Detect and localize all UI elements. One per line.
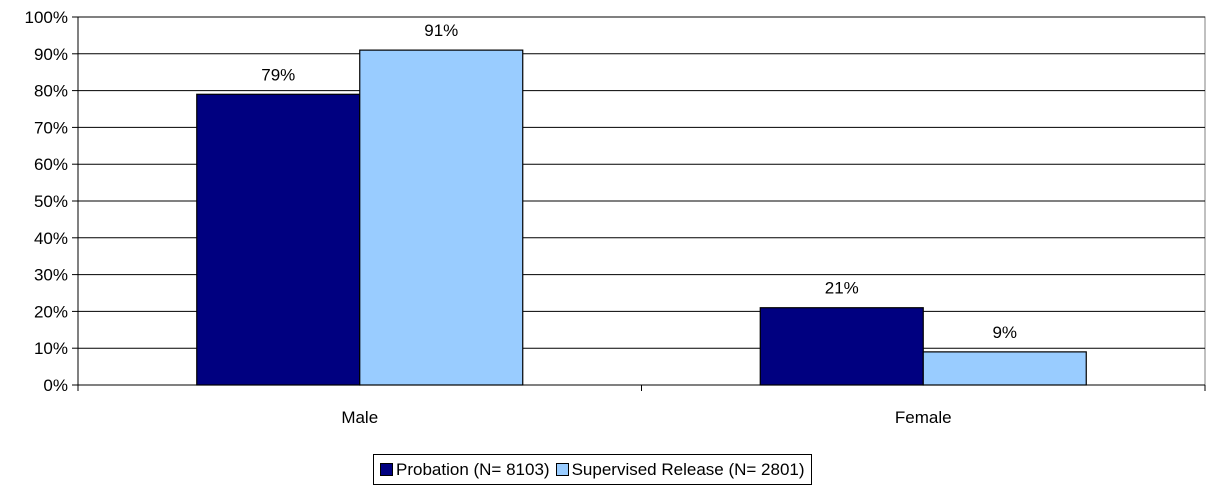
y-tick-label: 80% [34,82,68,101]
bars [196,49,1087,386]
legend-label-supervised-release: Supervised Release (N= 2801) [571,459,805,479]
legend-item-probation: Probation (N= 8103) [380,460,550,480]
y-tick-label: 0% [43,376,68,395]
bar-supervised-release-male [359,49,524,386]
legend: Probation (N= 8103) Supervised Release (… [373,454,812,485]
y-tick-label: 60% [34,155,68,174]
y-tick-label: 100% [25,8,68,27]
data-label: 79% [261,65,295,84]
data-label: 9% [992,323,1017,342]
y-tick-label: 70% [34,118,68,137]
y-tick-label: 10% [34,339,68,358]
data-label: 21% [825,279,859,298]
x-tick-label: Female [895,408,952,427]
legend-label-probation: Probation (N= 8103) [396,459,550,479]
bar-probation-female [759,307,924,386]
legend-swatch-probation [380,463,393,476]
y-tick-label: 30% [34,266,68,285]
x-tick-label: Male [341,408,378,427]
data-labels: 79% 91% 21% 9% [261,21,1017,342]
data-label: 91% [424,21,458,40]
bar-chart: 0% 10% 20% 30% 40% 50% 60% 70% 80% 90% 100% Male Fem… [25,8,1206,427]
bar-probation-male [196,93,361,386]
bar-supervised-release-female [922,351,1087,386]
legend-swatch-supervised-release [555,463,569,476]
y-tick-label: 40% [34,229,68,248]
legend-item-supervised-release: Supervised Release (N= 2801) [555,459,805,480]
y-tick-label: 90% [34,45,68,64]
axes: 0% 10% 20% 30% 40% 50% 60% 70% 80% 90% 100% Male Fem… [25,8,1206,427]
y-tick-label: 20% [34,302,68,321]
y-tick-label: 50% [34,192,68,211]
